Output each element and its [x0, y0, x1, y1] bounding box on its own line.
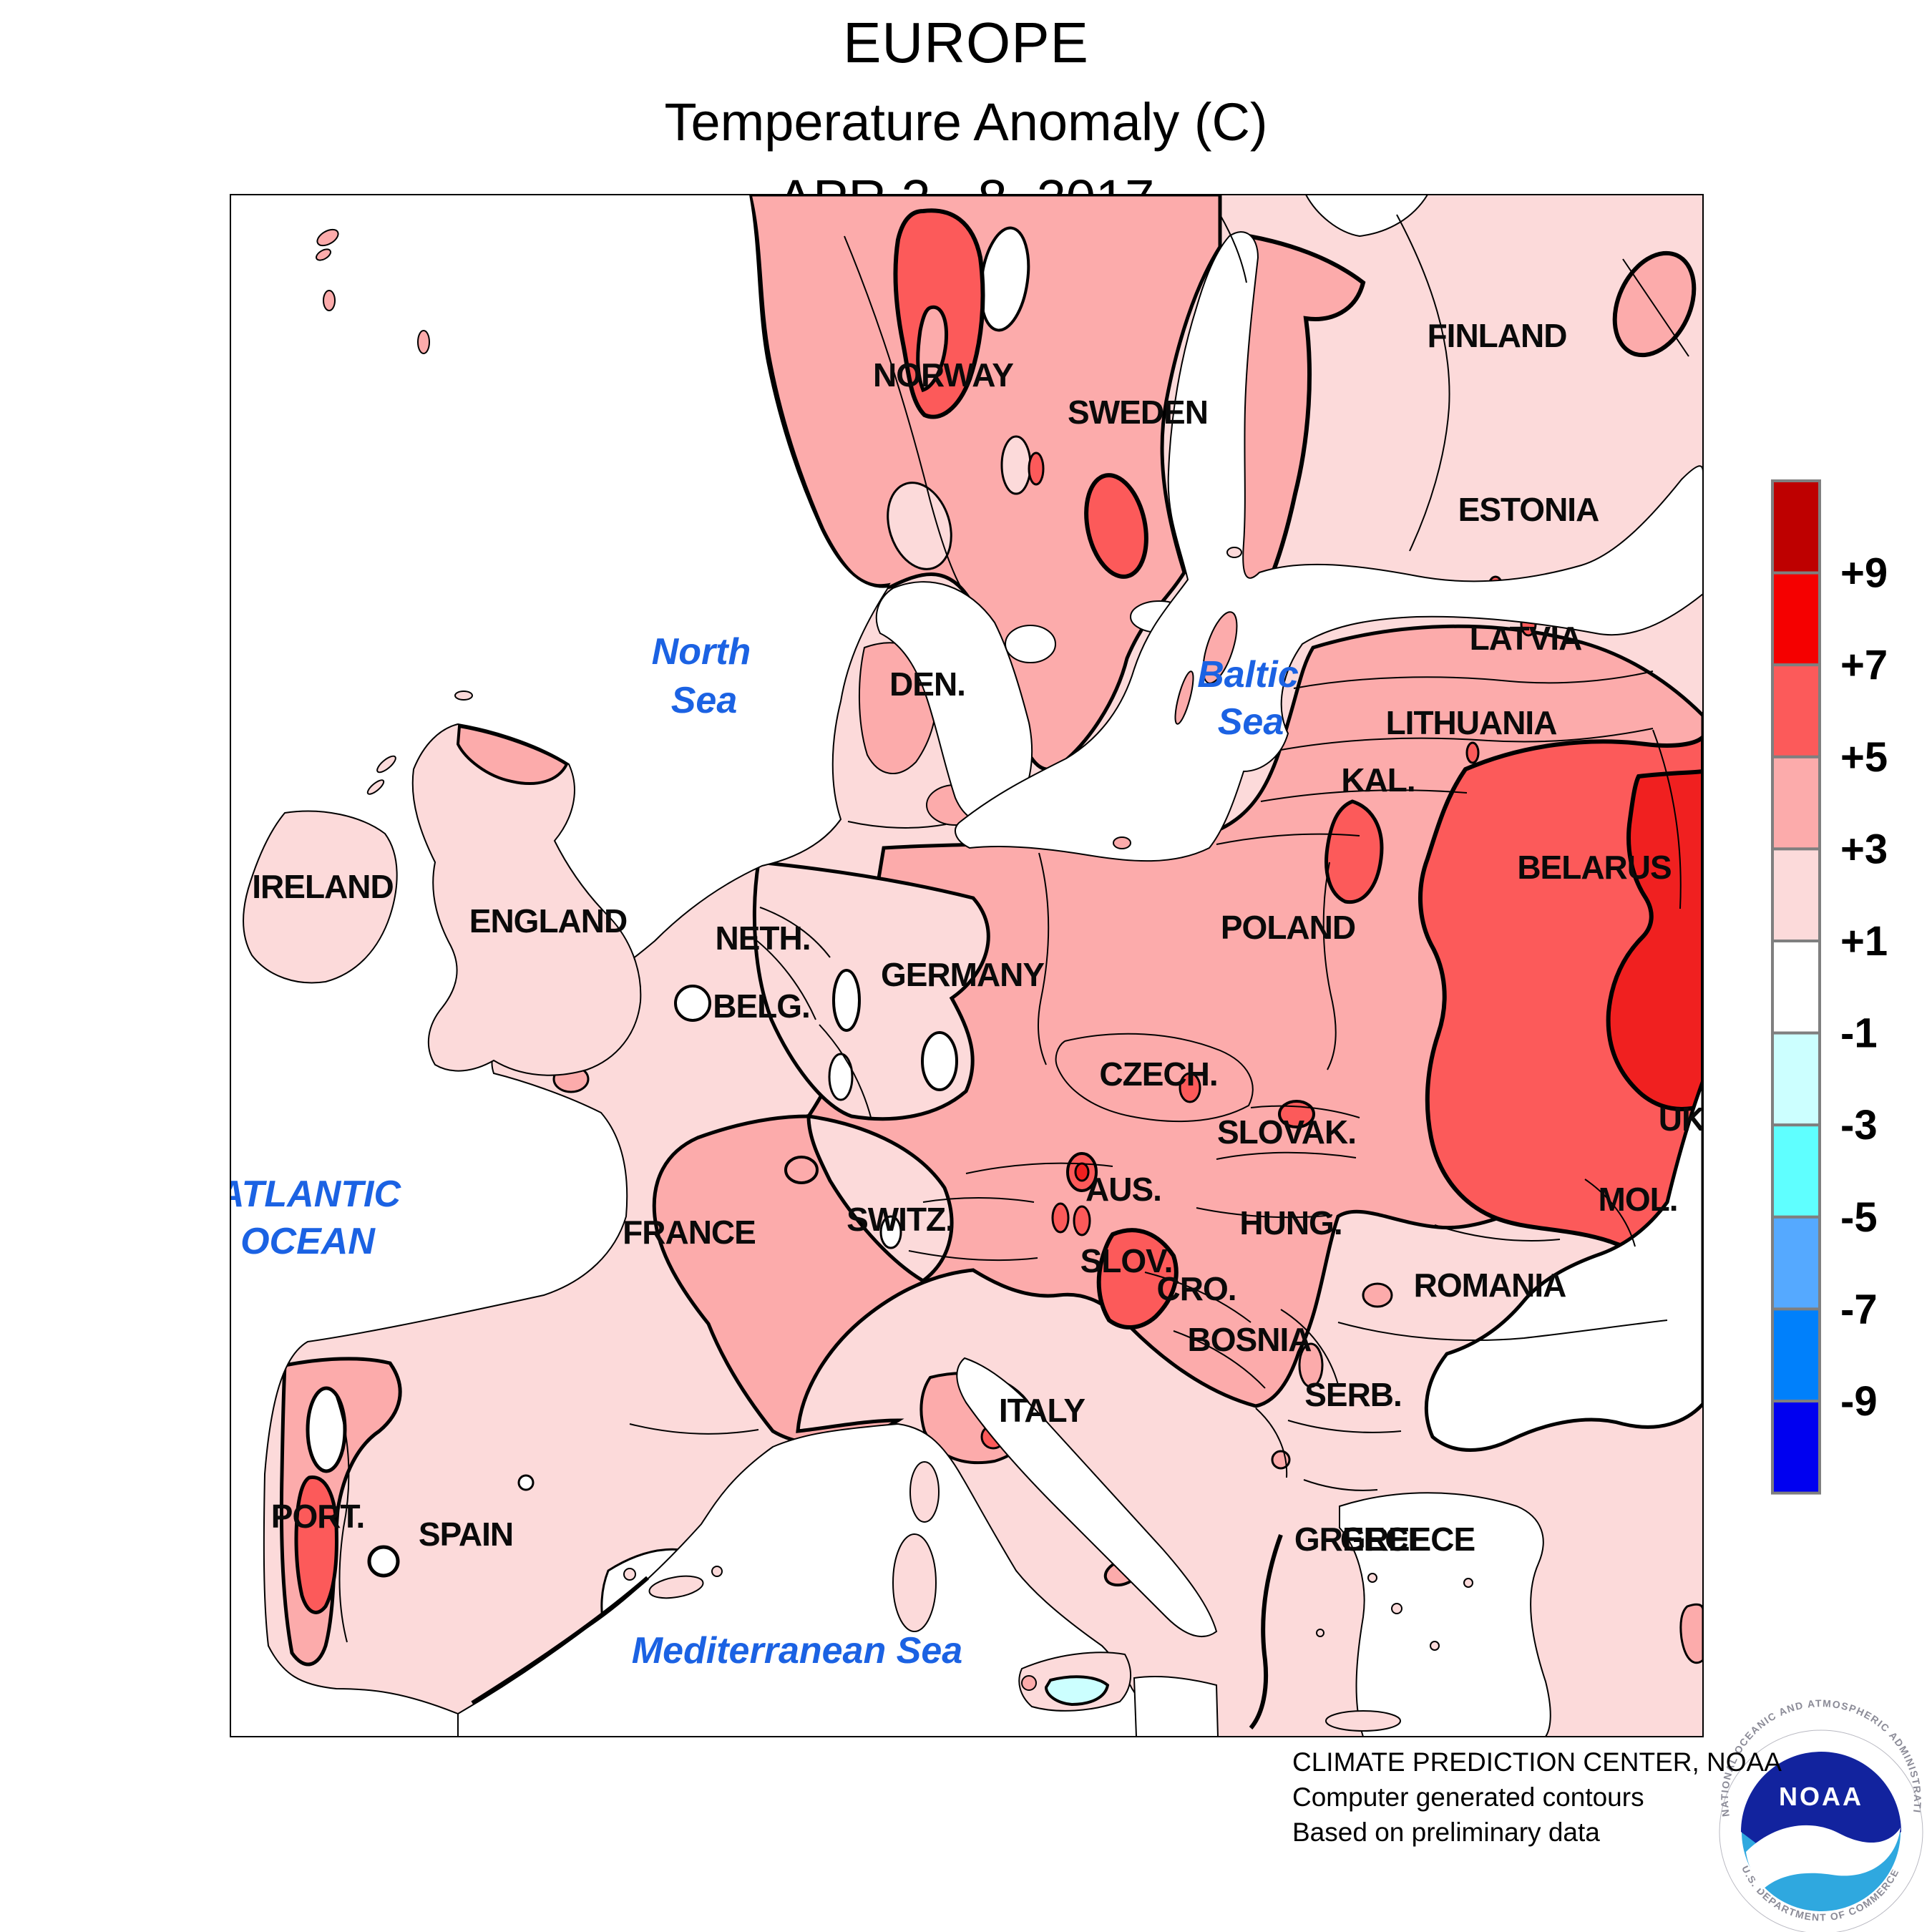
legend-tick-3: +3: [1840, 826, 1888, 872]
legend-box-9: [1771, 1400, 1821, 1495]
country-label-aus: AUS.: [1085, 1171, 1161, 1208]
legend-box-top: [1771, 479, 1821, 575]
legend-tick-7: +7: [1840, 642, 1888, 688]
legend-box-3: [1771, 1123, 1821, 1219]
country-label-belg: BELG.: [713, 987, 810, 1025]
island-corsica: [909, 1461, 940, 1523]
anomaly-legend: +9 +7 +5 +3 +1 -1 -3 -5 -7 -9: [1771, 479, 1888, 1495]
anomaly-regions: [279, 195, 1703, 1698]
legend-box-1: [1771, 1031, 1821, 1127]
country-label-kal: KAL.: [1341, 761, 1415, 799]
legend-tick-1: -1: [1840, 1010, 1878, 1057]
legend-box-5: [1771, 1215, 1821, 1311]
island-balearics: [648, 1575, 704, 1599]
title-variable: Temperature Anomaly (C): [664, 92, 1268, 152]
island-faroe: [316, 228, 339, 247]
island-ireland: [243, 810, 398, 984]
country-label-port: PORT.: [271, 1498, 364, 1535]
country-label-spain: SPAIN: [419, 1516, 513, 1553]
country-label-greece: GREECE: [1340, 1521, 1475, 1558]
country-label-sweden: SWEDEN: [1068, 394, 1208, 431]
country-label-switz: SWITZ.: [847, 1201, 954, 1238]
map-frame-border: [230, 194, 1704, 1737]
map-graphics: NORWAY SWEDEN FINLAND ESTONIA LATVIA LITHUANI…: [216, 195, 1705, 1737]
credit-method: Computer generated contours: [1292, 1782, 1644, 1812]
title-region: EUROPE: [843, 11, 1089, 74]
country-label-czech: CZECH.: [1099, 1055, 1217, 1093]
legend-box-3: [1771, 847, 1821, 943]
country-label-lithuania: LITHUANIA: [1386, 704, 1557, 741]
noaa-seagull-icon: [1746, 1825, 1901, 1890]
sea-label-baltic: Baltic: [1197, 654, 1299, 696]
country-label-slov: SLOV.: [1080, 1242, 1173, 1279]
country-label-greece: GREECE: [1294, 1521, 1429, 1558]
country-label-france: FRANCE: [623, 1214, 756, 1251]
country-label-neth: NETH.: [716, 919, 811, 957]
island-shetland: [417, 330, 430, 354]
legend-tick-7: -7: [1840, 1286, 1878, 1332]
country-label-italy: ITALY: [999, 1392, 1085, 1429]
country-label-germany: GERMANY: [881, 956, 1044, 993]
country-label-norway: NORWAY: [873, 356, 1013, 394]
sea-label-sea: Sea: [1218, 701, 1284, 743]
country-label-slovak: SLOVAK.: [1217, 1113, 1356, 1151]
country-label-uk: UK: [1659, 1101, 1705, 1138]
sea-labels: North Sea Baltic Sea ATLANTIC OCEAN Mediterran…: [216, 631, 1299, 1672]
country-label-den: DEN.: [889, 665, 965, 703]
country-label-serb: SERB.: [1304, 1376, 1402, 1413]
country-label-belarus: BELARUS: [1517, 849, 1671, 886]
country-label-poland: POLAND: [1221, 909, 1355, 946]
sea-label-mediterranean-sea: Mediterranean Sea: [632, 1630, 962, 1672]
island-crete: [1325, 1710, 1401, 1732]
country-label-finland: FINLAND: [1428, 317, 1567, 354]
country-label-bosnia: BOSNIA: [1188, 1321, 1312, 1358]
noaa-dark-field: [1741, 1752, 1901, 1852]
country-label-england: ENGLAND: [469, 902, 627, 940]
legend-box-7: [1771, 1307, 1821, 1403]
noaa-acronym: NOAA: [1779, 1782, 1863, 1811]
sicily-cool-anomaly-patch: [1044, 1675, 1110, 1707]
sea-label-north: North: [652, 631, 751, 673]
country-label-romania: ROMANIA: [1414, 1267, 1566, 1304]
country-labels: NORWAY SWEDEN FINLAND ESTONIA LATVIA LITHUANI…: [252, 317, 1705, 1558]
credits-block: CLIMATE PREDICTION CENTER, NOAA Computer…: [1292, 1745, 1782, 1850]
legend-tick-5: -5: [1840, 1194, 1878, 1241]
legend-box-5: [1771, 755, 1821, 851]
country-label-latvia: LATVIA: [1470, 620, 1582, 657]
country-label-hung: HUNG.: [1239, 1204, 1342, 1241]
island-gotland: [1202, 611, 1238, 684]
country-label-estonia: ESTONIA: [1458, 491, 1599, 528]
legend-tick-5: +5: [1840, 734, 1888, 781]
country-label-cro: CRO.: [1157, 1270, 1236, 1307]
legend-box-7: [1771, 663, 1821, 758]
credit-source: CLIMATE PREDICTION CENTER, NOAA: [1292, 1747, 1782, 1777]
legend-tick-9: +9: [1840, 550, 1888, 597]
thick-contours: [471, 1533, 1283, 1729]
legend-tick-1: +1: [1840, 918, 1888, 965]
sea-label-atlantic: ATLANTIC: [216, 1174, 402, 1215]
island-great-britain: [411, 723, 642, 1076]
country-label-mol: MOL.: [1599, 1181, 1678, 1218]
country-label-ireland: IRELAND: [252, 868, 393, 905]
credit-data-note: Based on preliminary data: [1292, 1818, 1600, 1847]
legend-tick-3: -3: [1840, 1102, 1878, 1148]
legend-box-9: [1771, 571, 1821, 667]
legend-box-1: [1771, 940, 1821, 1035]
island-sardinia: [892, 1533, 937, 1632]
sea-label-ocean: OCEAN: [240, 1221, 376, 1262]
sea-label-sea: Sea: [671, 680, 738, 721]
country-borders: [336, 214, 1682, 1643]
legend-tick-9: -9: [1840, 1378, 1878, 1425]
island-shapes: [243, 228, 1473, 1732]
